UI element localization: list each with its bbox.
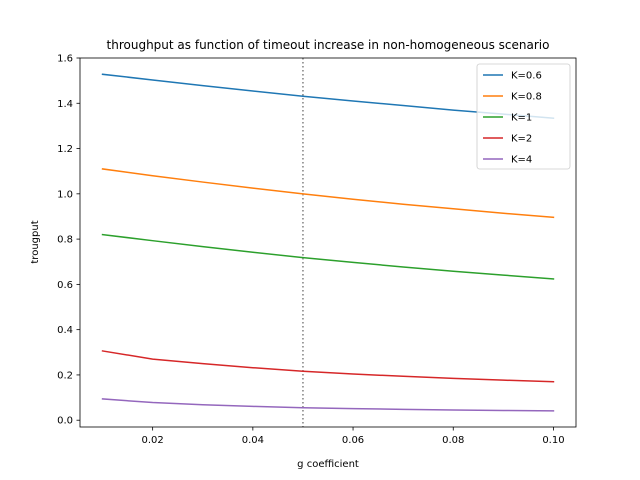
x-tick-label: 0.06 <box>342 435 364 446</box>
legend-box <box>476 63 571 170</box>
y-axis-label: trougput <box>30 220 41 263</box>
y-tick-label: 0.6 <box>57 280 73 291</box>
x-tick-label: 0.08 <box>442 435 464 446</box>
x-axis-label: g coefficient <box>297 459 359 470</box>
y-tick-label: 1.6 <box>57 54 73 65</box>
chart-title: throughput as function of timeout increa… <box>107 38 550 52</box>
y-tick-label: 0.8 <box>57 235 73 246</box>
x-tick-label: 0.10 <box>542 435 564 446</box>
legend-label: K=1 <box>511 113 532 124</box>
legend-label: K=0.6 <box>511 71 542 82</box>
series-line-k-2 <box>101 350 555 383</box>
y-tick-label: 1.4 <box>57 99 73 110</box>
x-axis: 0.02 0.04 0.06 0.08 0.10 <box>142 427 565 446</box>
y-tick-label: 0.2 <box>57 370 73 381</box>
axes-frame <box>79 57 577 428</box>
x-tick-label: 0.04 <box>242 435 264 446</box>
y-tick-label: 1.2 <box>57 144 73 155</box>
series-line-k-4 <box>101 398 555 412</box>
y-tick-label: 1.0 <box>57 189 73 200</box>
y-tick-label: 0.4 <box>57 325 73 336</box>
legend-label: K=4 <box>511 155 532 166</box>
series-line-k-0-8 <box>101 168 555 219</box>
x-tick-label: 0.02 <box>142 435 164 446</box>
y-axis: 0.0 0.2 0.4 0.6 0.8 1.0 1.2 1.4 1.6 <box>57 54 80 427</box>
legend-label: K=2 <box>511 134 532 145</box>
legend-label: K=0.8 <box>511 92 542 103</box>
legend: K=0.6 K=0.8 K=1 K=2 K=4 <box>476 63 571 170</box>
series-line-k-1 <box>101 233 555 280</box>
y-tick-label: 0.0 <box>57 416 73 427</box>
